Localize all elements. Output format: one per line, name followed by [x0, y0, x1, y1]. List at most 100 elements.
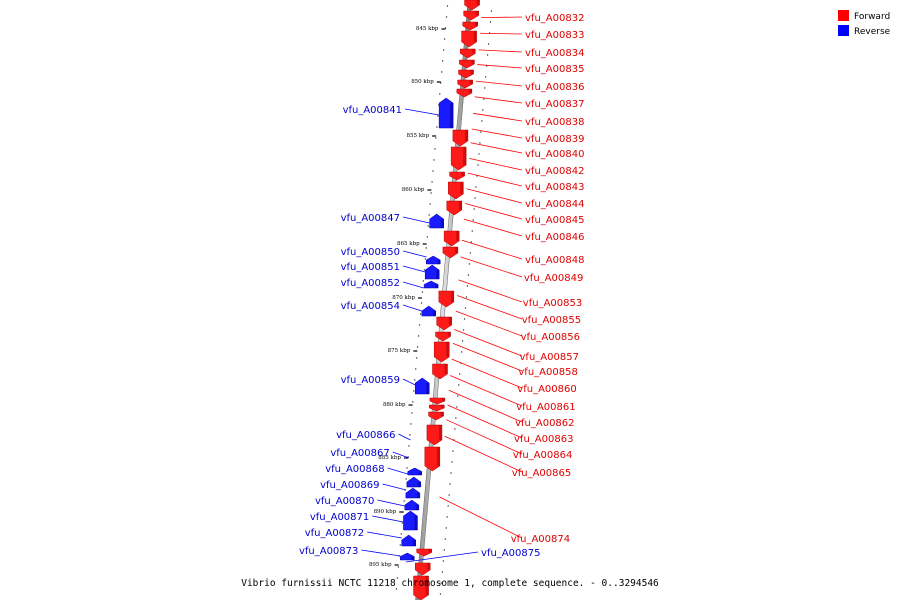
guide-dot — [489, 21, 492, 23]
forward-gene-label[interactable]: vfu_A00849 — [524, 273, 583, 284]
reverse-gene-label[interactable]: vfu_A00854 — [341, 301, 400, 312]
reverse-gene-label[interactable]: vfu_A00873 — [299, 546, 358, 557]
forward-gene-label[interactable]: vfu_A00864 — [513, 450, 572, 461]
gene-feature-shade — [456, 231, 460, 241]
reverse-gene-label[interactable]: vfu_A00851 — [341, 262, 400, 273]
legend-reverse-label: Reverse — [854, 27, 891, 37]
gene-feature-shade — [412, 540, 416, 546]
guide-dot — [445, 16, 448, 18]
guide-dot — [441, 71, 443, 73]
gene-feature-shade — [427, 563, 431, 570]
reverse-gene-label[interactable]: vfu_A00866 — [336, 430, 395, 441]
gene-feature-shade — [437, 260, 441, 264]
forward-leader-line — [449, 375, 523, 407]
reverse-gene-label[interactable]: vfu_A00870 — [315, 496, 374, 507]
guide-dot — [425, 247, 427, 249]
forward-swatch — [838, 10, 849, 21]
forward-gene-label[interactable]: vfu_A00862 — [515, 418, 574, 429]
gene-feature-shade — [458, 201, 462, 210]
guide-dot — [428, 214, 430, 216]
reverse-leader-line — [387, 467, 408, 475]
reverse-gene-label[interactable]: vfu_A00875 — [481, 548, 540, 559]
forward-gene-label[interactable]: vfu_A00855 — [522, 315, 581, 326]
guide-dot — [452, 450, 454, 452]
tick-label: 845 kbp — [416, 26, 439, 32]
forward-gene-label[interactable]: vfu_A00857 — [520, 352, 579, 363]
reverse-gene-label[interactable]: vfu_A00871 — [310, 512, 369, 523]
gene-feature-shade — [425, 576, 429, 595]
forward-gene-label[interactable]: vfu_A00839 — [525, 134, 584, 145]
reverse-gene-label[interactable]: vfu_A00868 — [325, 464, 384, 475]
guide-dot — [440, 82, 442, 84]
reverse-leader-line — [402, 216, 430, 224]
forward-gene-label[interactable]: vfu_A00842 — [525, 166, 584, 177]
forward-gene-label[interactable]: vfu_A00845 — [525, 215, 584, 226]
guide-dot — [474, 197, 476, 199]
guide-dot — [464, 307, 467, 309]
guide-dot — [450, 472, 452, 474]
forward-gene-label[interactable]: vfu_A00874 — [511, 534, 570, 545]
reverse-gene-label[interactable]: vfu_A00859 — [341, 375, 400, 386]
reverse-gene-label[interactable]: vfu_A00869 — [320, 480, 379, 491]
forward-leader-line — [480, 32, 523, 35]
guide-dot — [451, 461, 453, 463]
gene-feature-shade — [441, 405, 445, 408]
forward-gene-label[interactable]: vfu_A00832 — [525, 13, 584, 24]
reverse-gene-label[interactable]: vfu_A00847 — [341, 213, 400, 224]
guide-dot — [456, 406, 458, 408]
forward-gene-label[interactable]: vfu_A00863 — [514, 434, 573, 445]
reverse-gene-label[interactable]: vfu_A00850 — [341, 247, 400, 258]
forward-gene-label[interactable]: vfu_A00843 — [525, 182, 584, 193]
forward-gene-label[interactable]: vfu_A00853 — [523, 298, 582, 309]
guide-dot — [420, 302, 423, 304]
forward-gene-label[interactable]: vfu_A00834 — [525, 48, 584, 59]
forward-gene-label[interactable]: vfu_A00836 — [525, 82, 584, 93]
forward-gene-label[interactable]: vfu_A00861 — [516, 402, 575, 413]
forward-gene-label[interactable]: vfu_A00844 — [525, 199, 584, 210]
forward-leader-line — [458, 279, 523, 303]
gene-feature-shade — [441, 398, 445, 401]
forward-gene-label[interactable]: vfu_A00846 — [525, 232, 584, 243]
reverse-gene-label[interactable]: vfu_A00841 — [343, 105, 402, 116]
guide-dot — [411, 412, 413, 414]
guide-dot — [445, 527, 447, 529]
guide-dot — [421, 291, 424, 293]
gene-feature-shade — [474, 22, 478, 26]
forward-gene-label[interactable]: vfu_A00833 — [525, 30, 584, 41]
reverse-leader-line — [372, 515, 404, 523]
guide-dot — [443, 549, 446, 551]
forward-leader-line — [439, 496, 523, 539]
reverse-gene-label[interactable]: vfu_A00872 — [305, 528, 364, 539]
gene-feature-shade — [440, 412, 444, 416]
forward-leader-line — [469, 158, 523, 171]
guide-dot — [444, 27, 447, 29]
guide-dot — [399, 544, 402, 546]
forward-leader-line — [470, 142, 523, 154]
gene-feature-shade — [435, 284, 439, 288]
forward-gene-label[interactable]: vfu_A00860 — [517, 384, 576, 395]
guide-dot — [412, 401, 414, 403]
gene-feature-shade — [471, 60, 475, 64]
gene-feature-shade — [436, 447, 440, 466]
guide-dot — [440, 582, 443, 584]
guide-dot — [410, 423, 412, 425]
tick-label: 890 kbp — [374, 509, 397, 515]
guide-dot — [465, 296, 468, 298]
forward-gene-label[interactable]: vfu_A00835 — [525, 64, 584, 75]
reverse-gene-label[interactable]: vfu_A00852 — [341, 278, 400, 289]
forward-gene-label[interactable]: vfu_A00848 — [525, 255, 584, 266]
forward-gene-label[interactable]: vfu_A00840 — [525, 149, 584, 160]
forward-gene-label[interactable]: vfu_A00856 — [521, 332, 580, 343]
forward-gene-label[interactable]: vfu_A00837 — [525, 99, 584, 110]
forward-gene-label[interactable]: vfu_A00865 — [512, 468, 571, 479]
reverse-leader-line — [377, 499, 405, 507]
guide-dot — [417, 335, 420, 337]
tick-label: 860 kbp — [402, 187, 425, 193]
gene-feature[interactable] — [464, 0, 480, 11]
forward-gene-label[interactable]: vfu_A00838 — [525, 117, 584, 128]
forward-gene-label[interactable]: vfu_A00858 — [518, 367, 577, 378]
forward-leader-line — [475, 80, 523, 87]
reverse-gene-label[interactable]: vfu_A00867 — [330, 448, 389, 459]
guide-dot — [442, 49, 445, 51]
